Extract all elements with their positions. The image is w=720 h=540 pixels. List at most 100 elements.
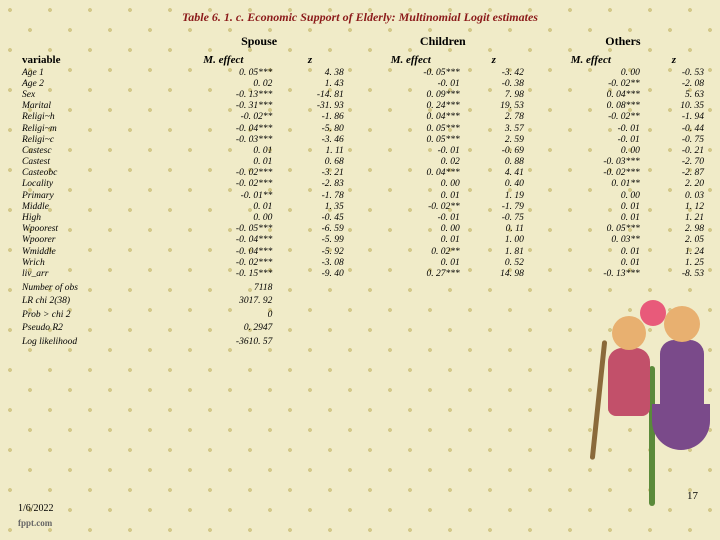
table-row: Locality-0. 02***-2. 830. 000. 400. 01**… [20,179,706,190]
cell-spouse-meffect: 0. 00 [172,212,274,223]
cell-children-z: 1. 19 [462,190,526,201]
cell-others-z: -0. 44 [642,123,706,134]
summary-label: LR chi 2(38) [20,293,172,307]
row-variable: Castesc [20,145,172,156]
summary-value: 7118 [172,280,274,294]
cell-others-meffect: 0. 05*** [540,224,642,235]
table-row: Primary-0. 01**-1. 780. 011. 190. 000. 0… [20,190,706,201]
summary-value: 0. 2947 [172,320,274,334]
cell-children-z: 4. 41 [462,168,526,179]
cell-children-z: 2. 78 [462,112,526,123]
cell-others-meffect: 0. 00 [540,67,642,78]
row-variable: Age 1 [20,67,172,78]
cell-spouse-z: -5. 99 [274,235,345,246]
cell-children-meffect: 0. 00 [360,224,462,235]
cell-others-meffect: 0. 03** [540,235,642,246]
cell-spouse-meffect: -0. 05*** [172,224,274,235]
cell-children-z: 0. 88 [462,157,526,168]
cell-spouse-z: -5. 80 [274,123,345,134]
table-row: Wpoorer-0. 04***-5. 990. 011. 000. 03**2… [20,235,706,246]
cell-others-meffect: 0. 00 [540,145,642,156]
row-variable: Castest [20,157,172,168]
summary-value: 0 [172,307,274,321]
cell-spouse-meffect: -0. 31*** [172,101,274,112]
cell-others-z: -2. 70 [642,157,706,168]
cell-spouse-meffect: -0. 15*** [172,268,274,279]
cell-spouse-z: -31. 93 [274,101,345,112]
summary-value: -3610. 57 [172,334,274,348]
summary-label: Pseudo R2 [20,320,172,334]
col-z-3: z [642,53,706,67]
group-header-row: Spouse Children Others [20,33,706,53]
cell-children-meffect: 0. 01 [360,190,462,201]
cell-spouse-z: 1. 35 [274,201,345,212]
cell-children-meffect: -0. 01 [360,78,462,89]
footer-date: 1/6/2022 [18,503,54,514]
cell-spouse-z: -0. 45 [274,212,345,223]
cell-others-meffect: 0. 00 [540,190,642,201]
row-variable: Age 2 [20,78,172,89]
cell-spouse-z: -3. 46 [274,134,345,145]
table-row: Religi~c-0. 03***-3. 460. 05***2. 59-0. … [20,134,706,145]
cell-children-meffect: -0. 02** [360,201,462,212]
table-row: Castest0. 010. 680. 020. 88-0. 03***-2. … [20,157,706,168]
cell-spouse-meffect: 0. 01 [172,201,274,212]
cell-children-meffect: 0. 01 [360,235,462,246]
cell-spouse-meffect: -0. 02*** [172,257,274,268]
summary-row: LR chi 2(38)3017. 92 [20,293,706,307]
group-spouse: Spouse [172,33,345,53]
col-z-1: z [274,53,345,67]
cell-children-z: -0. 69 [462,145,526,156]
row-variable: Wmiddle [20,246,172,257]
table-row: Religi~m-0. 04***-5. 800. 05***3. 57-0. … [20,123,706,134]
table-title: Table 6. 1. c. Economic Support of Elder… [0,0,720,33]
col-meffect-2: M. effect [360,53,462,67]
table-row: High0. 00-0. 45-0. 01-0. 750. 011. 21 [20,212,706,223]
cell-others-meffect: 0. 01 [540,212,642,223]
cell-children-meffect: -0. 01 [360,145,462,156]
cell-others-meffect: 0. 01 [540,246,642,257]
cell-others-meffect: -0. 03*** [540,157,642,168]
cell-others-z: -0. 21 [642,145,706,156]
table-row: Sex-0. 13***-14. 810. 09***7. 980. 04***… [20,89,706,100]
table-row: Marital-0. 31***-31. 930. 24***19. 530. … [20,101,706,112]
cell-children-z: -1. 79 [462,201,526,212]
cell-others-z: 1. 21 [642,212,706,223]
row-variable: Casteobc [20,168,172,179]
table-container: Spouse Children Others variable M. effec… [0,33,720,348]
cell-spouse-z: -9. 40 [274,268,345,279]
cell-others-meffect: -0. 01 [540,134,642,145]
row-variable: Locality [20,179,172,190]
group-others: Others [540,33,706,53]
cell-children-meffect: 0. 00 [360,179,462,190]
summary-row: Prob > chi 20 [20,307,706,321]
estimates-table: Spouse Children Others variable M. effec… [20,33,706,348]
table-row: Middle0. 011. 35-0. 02**-1. 790. 011. 12 [20,201,706,212]
cell-others-meffect: 0. 01 [540,257,642,268]
cell-spouse-meffect: 0. 01 [172,145,274,156]
table-row: Wrich-0. 02***-3. 080. 010. 520. 011. 25 [20,257,706,268]
cell-children-meffect: -0. 05*** [360,67,462,78]
table-row: Religi~h-0. 02**-1. 860. 04***2. 78-0. 0… [20,112,706,123]
cell-children-z: -0. 38 [462,78,526,89]
cell-spouse-meffect: -0. 02*** [172,168,274,179]
cell-children-z: 19. 53 [462,101,526,112]
cell-children-meffect: 0. 05*** [360,123,462,134]
row-variable: Middle [20,201,172,212]
cell-others-meffect: 0. 01 [540,201,642,212]
row-variable: Religi~h [20,112,172,123]
cell-others-z: 2. 20 [642,179,706,190]
cell-others-z: 0. 03 [642,190,706,201]
summary-row: Number of obs7118 [20,280,706,294]
cell-children-z: -0. 75 [462,212,526,223]
sub-header-row: variable M. effect z M. effect z M. effe… [20,53,706,67]
cell-children-z: 0. 40 [462,179,526,190]
cell-spouse-z: -14. 81 [274,89,345,100]
cell-children-z: 0. 11 [462,224,526,235]
row-variable: Wrich [20,257,172,268]
cell-others-z: -2. 08 [642,78,706,89]
cell-spouse-z: 1. 11 [274,145,345,156]
col-meffect-3: M. effect [540,53,642,67]
col-z-2: z [462,53,526,67]
cell-spouse-z: -3. 08 [274,257,345,268]
